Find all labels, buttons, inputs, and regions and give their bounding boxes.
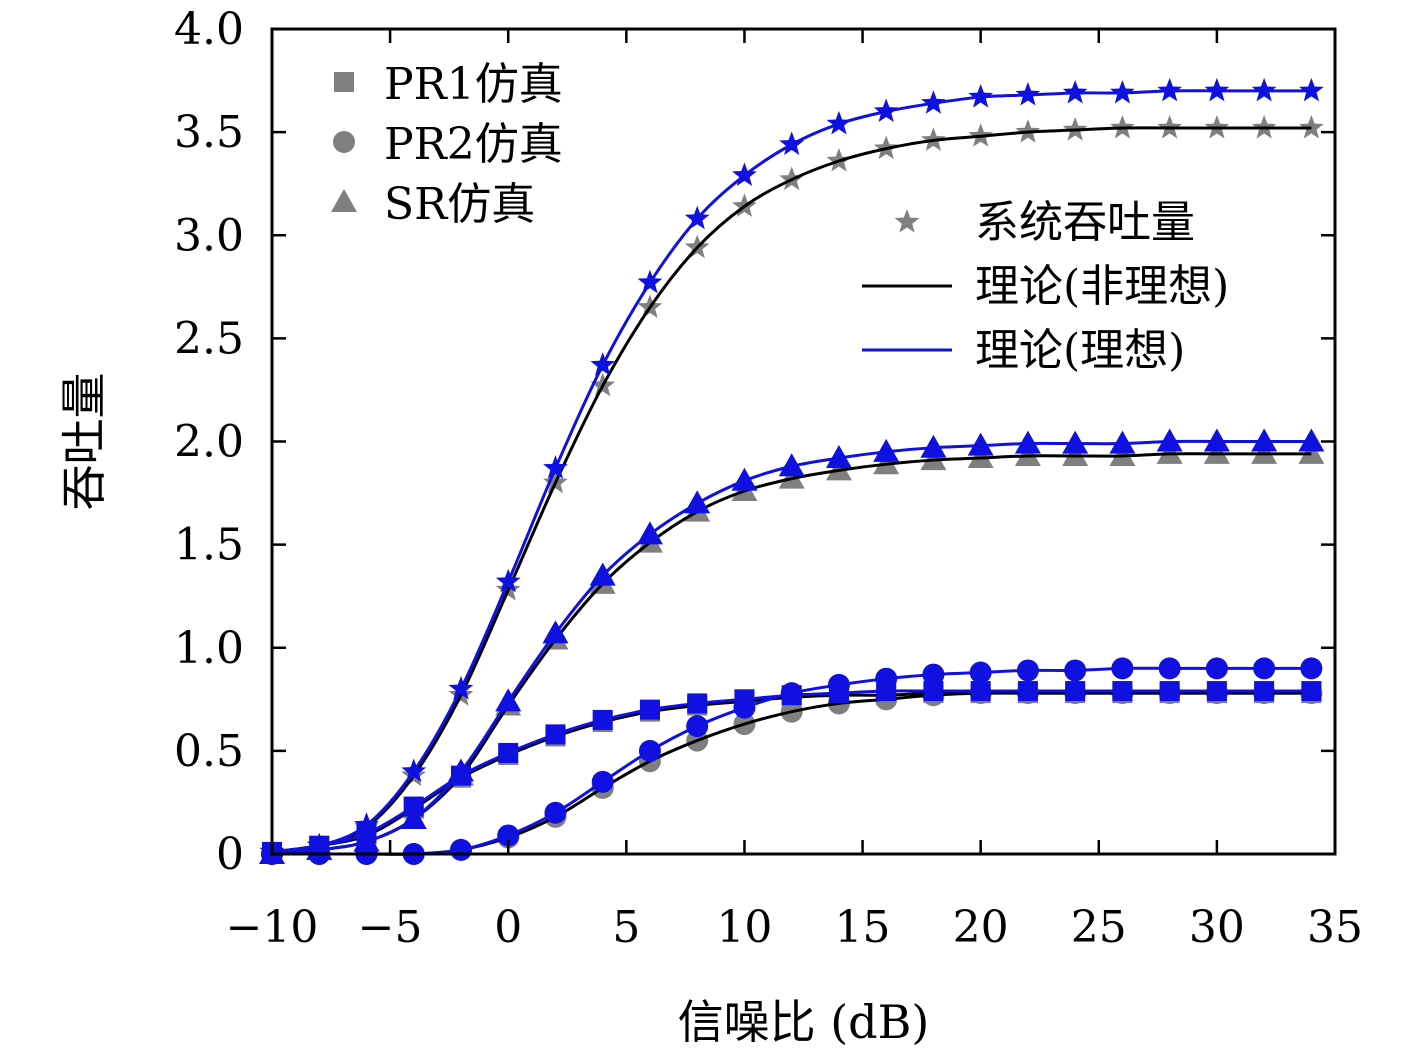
x-tick-label: 15 [835,902,891,953]
legend-marker-square [334,72,354,92]
data-point [1156,440,1183,464]
y-tick-label: 1.5 [174,520,244,571]
y-tick-label: 0 [216,829,244,880]
legend-label: 理论(理想) [975,325,1185,376]
x-tick-label: 35 [1307,902,1363,953]
legend-label: 理论(非理想) [975,261,1229,312]
y-axis-label: 吞吐量 [57,373,111,511]
x-axis-label: 信噪比 (dB) [678,995,930,1049]
x-tick-label: 25 [1071,902,1127,953]
x-tick-label: 20 [953,902,1009,953]
legend-label: SR仿真 [384,179,535,230]
line-non-ideal-star [271,126,1312,854]
axis-ticks: −10 −5 0 5 10 15 20 25 30 35 0 0.5 1.0 1.5 2.0 2.5 3.0 3.… [174,4,1363,953]
data-point [1014,442,1041,466]
legend-label: PR2仿真 [384,119,563,170]
y-tick-label: 1.0 [174,623,244,674]
legend-left: PR1仿真 PR2仿真 SR仿真 [331,59,563,230]
line-ideal-square [271,689,1312,854]
data-point [1251,440,1278,464]
data-point [1109,442,1136,466]
x-tick-label: −5 [358,902,423,953]
legend-marker-circle [333,131,355,153]
data-point [967,432,994,456]
legend-label: PR1仿真 [384,59,563,110]
y-tick-label: 2.0 [174,417,244,468]
legend-label: 系统吞吐量 [975,197,1195,248]
legend-marker-triangle [331,189,357,212]
x-tick-label: 30 [1189,902,1245,953]
data-point [1298,440,1325,464]
x-tick-label: 5 [612,902,640,953]
y-tick-label: 0.5 [174,726,244,777]
legend-marker-star [894,209,920,233]
data-point [1203,440,1230,464]
x-tick-label: 10 [716,902,772,953]
line-ideal-circle [272,666,1312,856]
y-tick-label: 2.5 [174,313,244,364]
line-ideal-star [271,89,1312,854]
x-tick-label: −10 [226,902,319,953]
line-non-ideal-triangle [271,452,1312,856]
data-point [1062,442,1089,466]
line-ideal-triangle [271,439,1312,856]
y-tick-label: 3.5 [174,107,244,158]
y-tick-label: 3.0 [174,210,244,261]
x-tick-label: 0 [494,902,522,953]
y-tick-label: 4.0 [174,4,244,55]
